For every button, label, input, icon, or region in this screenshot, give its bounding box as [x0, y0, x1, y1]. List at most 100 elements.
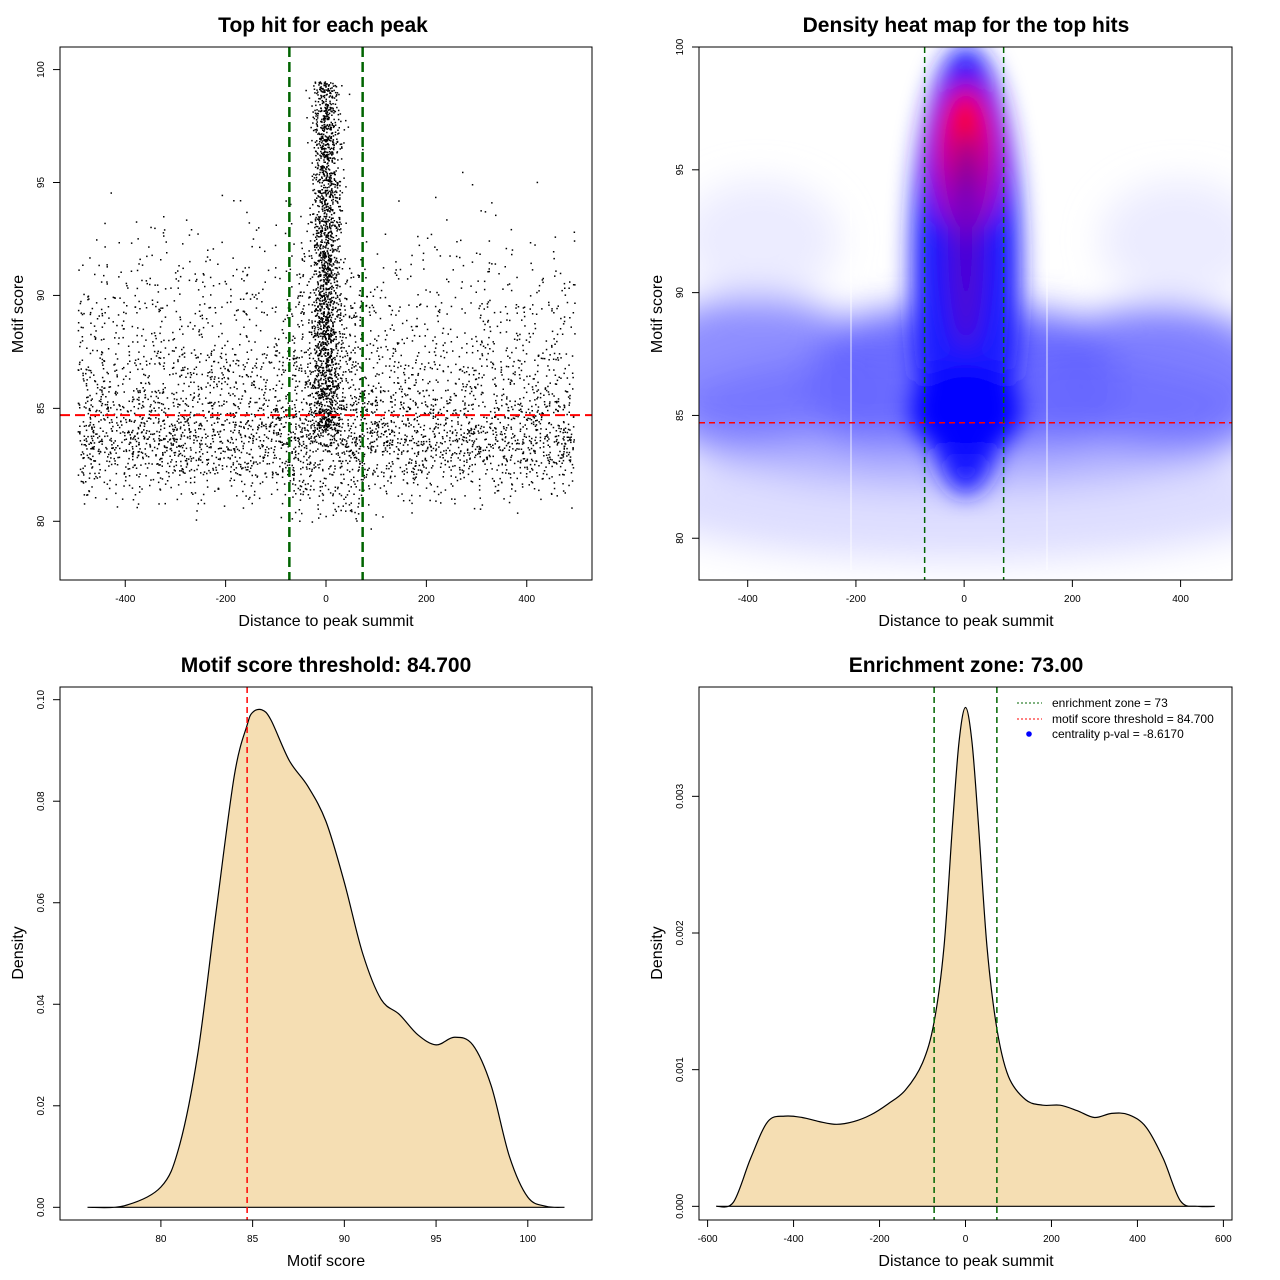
data-point [358, 436, 361, 438]
data-point [500, 321, 502, 323]
data-point [431, 367, 433, 370]
data-point [330, 352, 333, 355]
data-point [563, 474, 565, 476]
data-point [96, 387, 99, 389]
data-point [266, 314, 268, 316]
data-point [468, 422, 470, 425]
data-point [181, 468, 183, 470]
data-point [306, 429, 309, 431]
data-point [213, 422, 216, 424]
data-point [159, 464, 161, 466]
data-point [359, 395, 361, 398]
data-point [483, 288, 486, 291]
data-point [164, 451, 166, 454]
data-point [277, 473, 279, 476]
data-point [502, 288, 504, 290]
data-point [265, 388, 267, 390]
data-point [310, 387, 313, 389]
data-point [401, 338, 403, 341]
data-point [341, 333, 344, 335]
data-point [514, 371, 516, 373]
data-point [197, 233, 199, 235]
data-point [142, 406, 145, 408]
data-point [372, 446, 375, 448]
data-point [443, 424, 445, 427]
data-point [136, 287, 139, 290]
data-point [306, 468, 308, 470]
data-point [435, 454, 437, 456]
data-point [163, 362, 166, 364]
data-point [83, 494, 86, 496]
data-point [429, 366, 432, 369]
data-point [337, 349, 339, 352]
data-point [186, 437, 189, 439]
data-point [417, 431, 419, 433]
data-point [445, 389, 447, 392]
data-point [473, 369, 475, 372]
data-point [198, 459, 200, 461]
data-point [139, 389, 141, 392]
data-point [224, 344, 226, 347]
data-point [319, 424, 321, 426]
data-point [152, 422, 155, 424]
data-point [243, 483, 246, 486]
data-point [323, 96, 326, 99]
data-point [439, 309, 441, 311]
data-point [500, 361, 502, 363]
data-point [403, 423, 405, 425]
data-point [480, 314, 482, 317]
data-point [148, 381, 150, 384]
data-point [460, 428, 462, 431]
data-point [451, 454, 453, 456]
data-point [455, 453, 458, 455]
data-point [102, 414, 105, 417]
data-point [276, 481, 278, 484]
data-point [556, 444, 559, 446]
data-point [326, 409, 329, 411]
data-point [276, 434, 278, 436]
data-point [206, 375, 209, 377]
data-point [430, 408, 432, 411]
data-point [107, 306, 110, 308]
data-point [371, 435, 373, 437]
data-point [318, 143, 320, 145]
data-point [560, 428, 562, 430]
data-point [395, 425, 397, 428]
data-point [150, 433, 152, 435]
data-point [243, 427, 245, 429]
data-point [329, 301, 332, 303]
data-point [562, 408, 564, 411]
data-point [249, 298, 252, 300]
data-point [235, 363, 237, 365]
data-point [211, 350, 213, 353]
data-point [457, 421, 459, 423]
data-point [216, 416, 219, 419]
data-point [331, 95, 334, 98]
data-point [275, 432, 278, 434]
data-point [372, 472, 374, 475]
data-point [362, 402, 364, 405]
data-point [151, 391, 153, 393]
data-point [487, 343, 489, 346]
data-point [340, 407, 342, 409]
data-point [542, 442, 545, 444]
data-point [335, 284, 337, 286]
data-point [369, 343, 372, 345]
data-point [182, 346, 185, 349]
data-point [284, 462, 286, 465]
data-point [288, 417, 291, 419]
data-point [389, 477, 392, 479]
data-point [355, 450, 358, 453]
data-point [329, 398, 331, 400]
data-point [437, 411, 440, 414]
data-point [530, 419, 533, 421]
data-point [311, 175, 314, 177]
data-point [337, 444, 340, 447]
data-point [115, 492, 117, 495]
data-point [207, 322, 209, 324]
data-point [398, 449, 400, 451]
data-point [329, 223, 331, 225]
data-point [317, 344, 319, 346]
data-point [271, 307, 274, 309]
data-point [137, 437, 140, 440]
